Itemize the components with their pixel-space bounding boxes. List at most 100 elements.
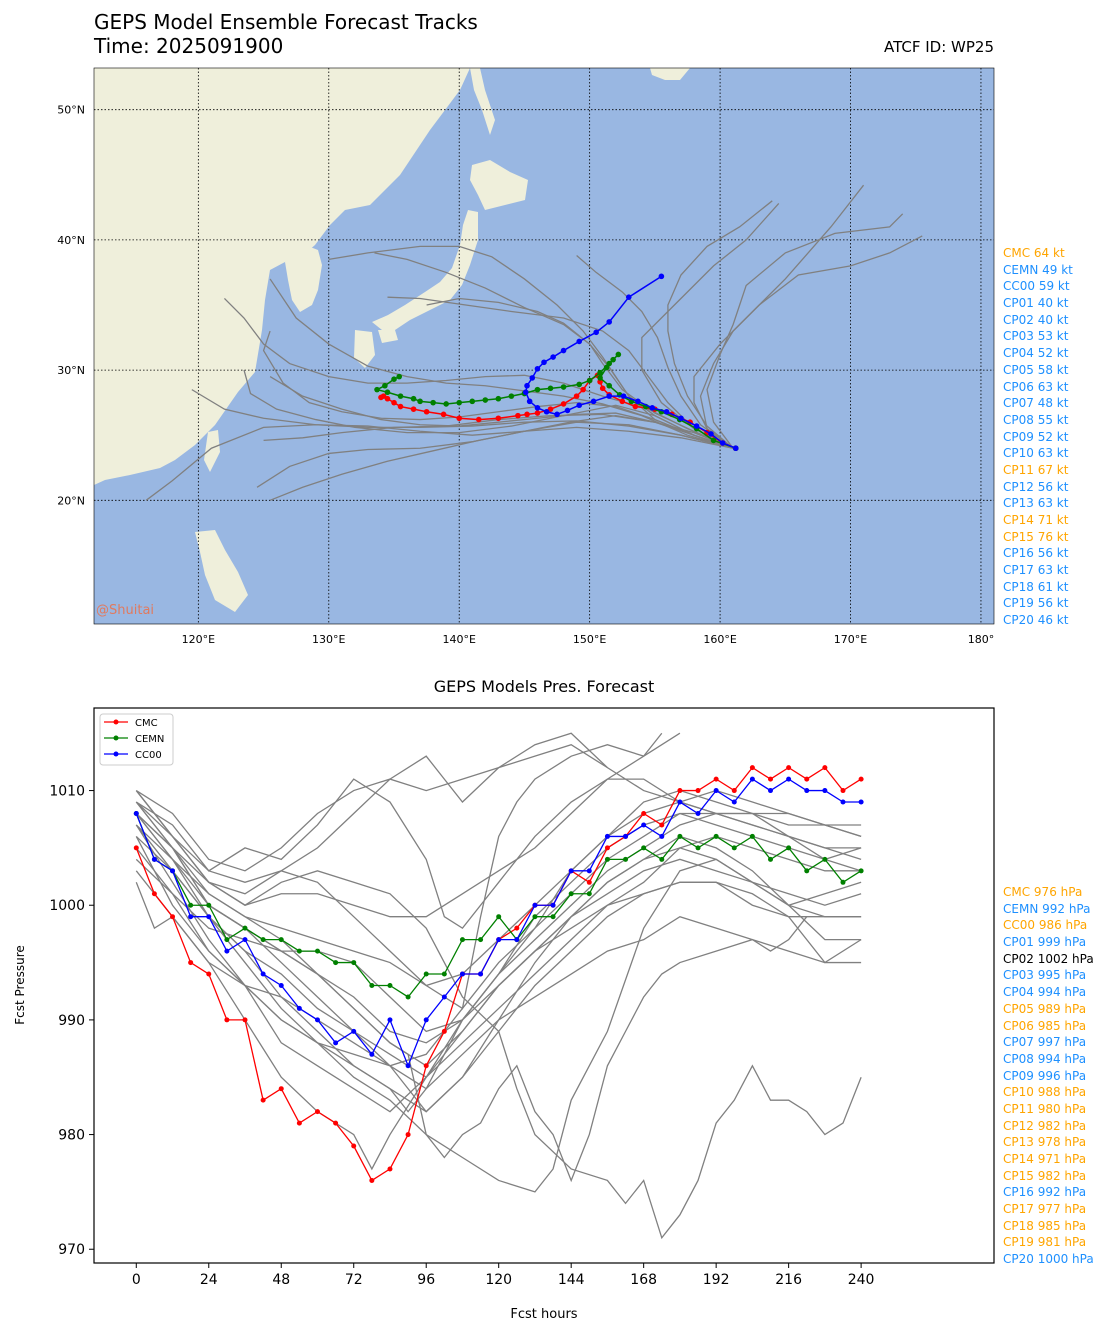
legend-marker (113, 719, 119, 725)
pressure-point-cemn (369, 983, 375, 988)
track-point-cmc (580, 386, 586, 393)
track-point-cemn (443, 401, 449, 407)
pressure-label-list: CMC 976 hPa CEMN 992 hPa CC00 986 hPa CP01 … (1003, 884, 1094, 1268)
pressure-point-cmc (768, 776, 774, 782)
title-line-1: GEPS Model Ensemble Forecast Tracks (94, 10, 478, 34)
member-pressure-line (135, 813, 808, 1183)
pressure-point-cmc (713, 776, 719, 782)
pressure-point-cemn (858, 868, 864, 874)
pressure-point-cc00 (786, 776, 792, 782)
pressure-point-cmc (296, 1120, 302, 1126)
track-point-cemn (606, 360, 613, 367)
x-tick-label: 120 (485, 1272, 512, 1288)
pressure-point-cemn (768, 856, 774, 862)
intensity-label-list: CMC 64 kt CEMN 49 kt CC00 59 kt CP01 40 kt C… (1003, 245, 1073, 629)
land-korea (285, 245, 322, 312)
pressure-point-cemn (604, 856, 610, 862)
pressure-label: CP15 982 hPa (1003, 1168, 1087, 1183)
intensity-label: CP19 56 kt (1003, 596, 1069, 611)
pressure-point-cemn (387, 983, 393, 988)
member-track-line (699, 235, 923, 449)
pressure-point-cmc (206, 971, 212, 977)
x-tick-label: 0 (132, 1272, 141, 1288)
track-point-cemn (382, 382, 388, 389)
pressure-point-cc00 (695, 810, 701, 816)
track-point-cmc (515, 412, 521, 419)
pressure-point-cc00 (514, 937, 520, 943)
pressure-point-cmc (804, 776, 810, 782)
intensity-label: CC00 59 kt (1003, 279, 1070, 294)
pressure-label: CP17 977 hPa (1003, 1202, 1087, 1217)
track-point-cemn (586, 377, 593, 384)
chart-title: GEPS Model Ensemble Forecast Tracks Time… (94, 10, 478, 58)
pressure-point-cmc (224, 1017, 230, 1023)
land-asia-mainland (94, 68, 470, 485)
pressure-point-cc00 (749, 776, 755, 782)
member-track-line (256, 421, 734, 488)
pressure-point-cmc (641, 810, 647, 816)
intensity-label: CP11 67 kt (1003, 462, 1069, 477)
member-pressure-line (135, 732, 862, 895)
track-lines (145, 184, 923, 501)
track-point-cmc (423, 408, 430, 415)
track-point-cemn (417, 398, 423, 405)
pressure-point-cmc (133, 845, 139, 851)
pressure-label: CP02 1002 hPa (1003, 951, 1094, 966)
track-point-cmc (573, 393, 580, 399)
pressure-point-cc00 (278, 983, 284, 988)
pressure-point-cc00 (260, 971, 266, 977)
track-point-cc00 (620, 393, 627, 399)
pressure-point-cmc (188, 960, 194, 966)
map-lon-tick-label: 150°E (573, 633, 606, 646)
member-track-line (191, 389, 734, 449)
pressure-point-cemn (568, 891, 574, 897)
pressure-point-cemn (224, 937, 230, 943)
x-tick-label: 192 (703, 1272, 730, 1288)
track-point-cc00 (522, 389, 529, 396)
member-pressure-line (135, 882, 862, 1090)
pressure-point-cmc (822, 765, 828, 771)
pressure-point-cc00 (568, 868, 574, 874)
intensity-label: CP08 55 kt (1003, 412, 1069, 427)
pressure-point-cmc (677, 788, 683, 794)
pressure-point-cmc (423, 1063, 429, 1069)
track-point-cmc (524, 411, 530, 418)
pressure-point-cmc (405, 1132, 411, 1138)
track-point-cmc (495, 415, 502, 422)
pressure-point-cc00 (423, 1017, 429, 1023)
intensity-label: CMC 64 kt (1003, 246, 1065, 260)
pressure-point-cemn (641, 845, 647, 851)
member-pressure-line (135, 836, 862, 1193)
y-tick-label: 990 (58, 1013, 85, 1029)
intensity-label: CP07 48 kt (1003, 396, 1069, 411)
member-pressure-line (135, 812, 862, 1067)
pressure-chart-title: GEPS Models Pres. Forecast (433, 677, 655, 696)
pressure-point-cmc (586, 879, 592, 885)
pressure-point-cc00 (314, 1017, 320, 1023)
member-track-line (706, 213, 904, 449)
intensity-label: CP09 52 kt (1003, 429, 1069, 444)
track-point-cc00 (732, 445, 739, 452)
y-tick-label: 970 (58, 1242, 85, 1258)
pressure-point-cc00 (405, 1063, 411, 1069)
pressure-point-cc00 (550, 902, 556, 908)
x-tick-label: 24 (200, 1272, 218, 1288)
pressure-highlight-lines (133, 765, 864, 1183)
pressure-point-cemn (423, 971, 429, 977)
pressure-label: CC00 986 hPa (1003, 918, 1088, 933)
track-point-cmc (440, 411, 447, 418)
track-point-cmc (410, 406, 417, 412)
track-point-cemn (469, 398, 476, 405)
pressure-point-cemn (532, 914, 538, 920)
track-point-cc00 (534, 405, 541, 411)
pressure-point-cmc (260, 1097, 266, 1103)
track-point-cemn (396, 373, 403, 380)
track-point-cc00 (526, 398, 533, 405)
pressure-point-cmc (659, 822, 665, 828)
title-line-2: Time: 2025091900 (94, 34, 284, 58)
intensity-label: CP01 40 kt (1003, 296, 1069, 311)
track-point-cc00 (658, 273, 665, 280)
pressure-point-cemn (478, 937, 484, 943)
track-point-cemn (547, 385, 554, 392)
pressure-point-cc00 (659, 833, 665, 839)
